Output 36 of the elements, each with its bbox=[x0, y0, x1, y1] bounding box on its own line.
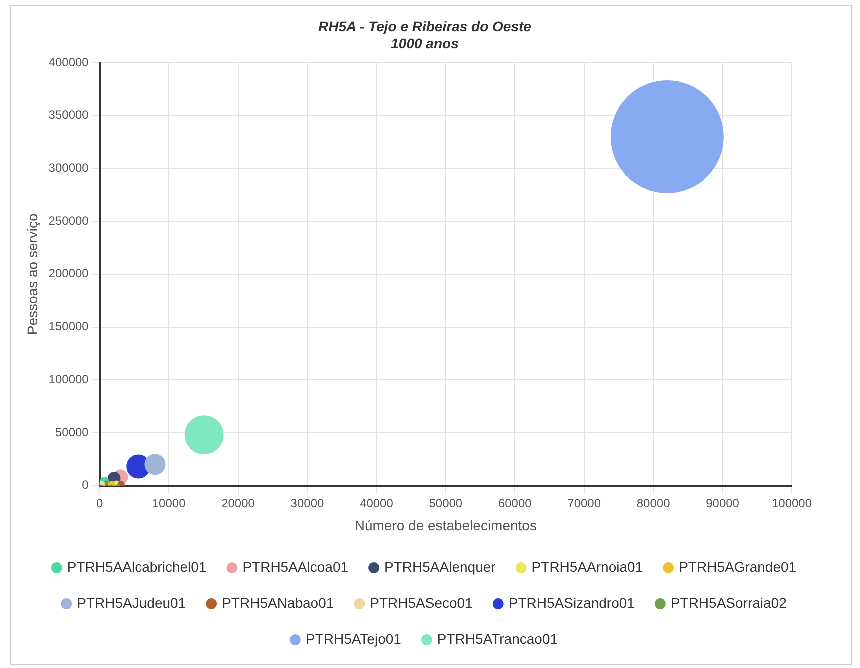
legend-label: PTRH5ASizandro01 bbox=[508, 594, 636, 611]
legend-label: PTRH5ASorraia02 bbox=[670, 594, 788, 611]
legend-label: PTRH5AAlenquer bbox=[384, 558, 496, 575]
legend-label: PTRH5ANabao01 bbox=[222, 594, 334, 611]
x-tick-label: 40000 bbox=[360, 496, 394, 510]
x-tick-label: 0 bbox=[96, 496, 104, 510]
y-tick-label: 250000 bbox=[48, 214, 90, 228]
x-tick-label: 60000 bbox=[498, 496, 532, 510]
x-tick-label: 80000 bbox=[636, 496, 671, 510]
x-tick-label: 50000 bbox=[429, 496, 463, 510]
x-tick-label: 30000 bbox=[290, 496, 324, 510]
legend-label: PTRH5AJudeu01 bbox=[77, 594, 186, 611]
y-tick-label: 100000 bbox=[48, 372, 90, 386]
legend-label: PTRH5AAlcabrichel01 bbox=[67, 558, 207, 575]
x-tick-label: 70000 bbox=[568, 496, 602, 510]
x-tick-label: 10000 bbox=[152, 496, 186, 510]
legend-label: PTRH5ASeco01 bbox=[370, 594, 474, 611]
x-tick-label: 100000 bbox=[772, 496, 812, 510]
y-axis-title: Pessoas ao serviço bbox=[24, 213, 40, 336]
legend-label: PTRH5ATejo01 bbox=[306, 630, 402, 647]
chart-subtitle: 1000 anos bbox=[391, 35, 460, 52]
y-tick-label: 200000 bbox=[48, 266, 90, 281]
y-tick-label: 350000 bbox=[48, 108, 90, 122]
legend-label: PTRH5AArnoia01 bbox=[532, 558, 644, 575]
x-axis-title: Número de estabelecimentos bbox=[354, 517, 537, 534]
legend-label: PTRH5AAlcoa01 bbox=[242, 558, 349, 575]
legend-label: PTRH5ATrancao01 bbox=[437, 630, 558, 647]
y-tick-label: 400000 bbox=[48, 55, 90, 70]
legend-label: PTRH5AGrande01 bbox=[679, 558, 797, 575]
y-tick-label: 0 bbox=[82, 478, 90, 492]
y-tick-label: 150000 bbox=[48, 320, 90, 334]
chart-title: RH5A - Tejo e Ribeiras do Oeste bbox=[318, 18, 532, 35]
x-tick-label: 90000 bbox=[706, 496, 740, 510]
x-tick-label: 20000 bbox=[222, 496, 256, 510]
y-tick-label: 300000 bbox=[48, 161, 90, 176]
y-tick-label: 50000 bbox=[55, 425, 90, 440]
